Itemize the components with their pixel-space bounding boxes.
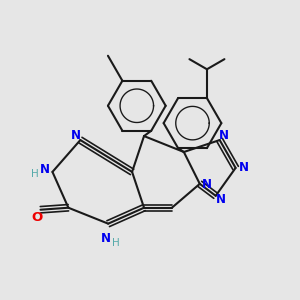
Text: N: N: [71, 129, 81, 142]
Text: O: O: [31, 211, 42, 224]
Text: N: N: [238, 161, 249, 174]
Text: N: N: [101, 232, 111, 245]
Text: H: H: [112, 238, 120, 248]
Text: N: N: [202, 178, 212, 191]
Text: N: N: [216, 193, 226, 206]
Text: N: N: [219, 129, 229, 142]
Text: N: N: [40, 164, 50, 176]
Text: H: H: [31, 169, 38, 179]
